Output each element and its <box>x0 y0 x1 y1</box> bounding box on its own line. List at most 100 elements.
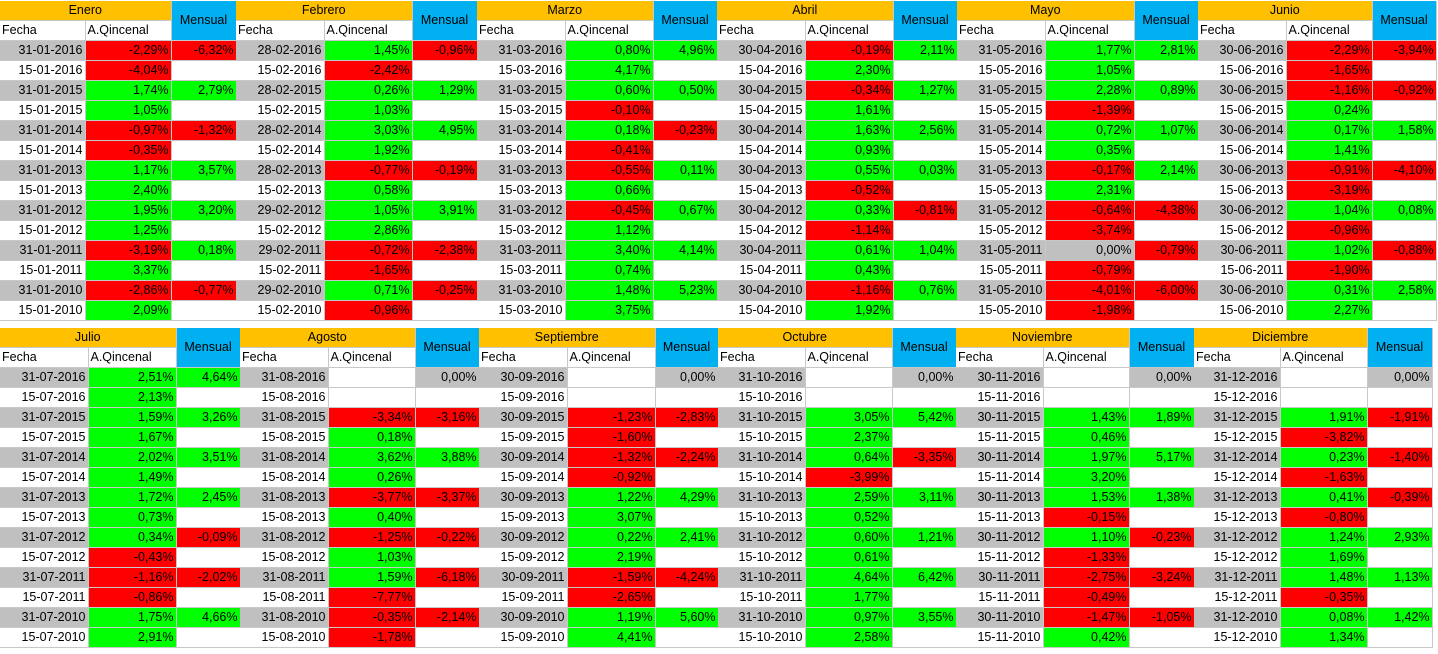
date-cell[interactable]: 30-09-2016 <box>479 367 568 388</box>
qincenal-cell[interactable]: 1,59% <box>328 567 416 588</box>
qincenal-cell[interactable]: 2,40% <box>85 180 172 201</box>
mensual-header[interactable]: Mensual <box>655 328 719 368</box>
date-cell[interactable]: 15-07-2015 <box>0 427 89 448</box>
qincenal-cell[interactable]: 0,60% <box>565 80 654 101</box>
date-cell[interactable]: 15-09-2010 <box>479 627 568 648</box>
qincenal-cell[interactable]: -1,65% <box>1286 60 1373 81</box>
mensual-cell[interactable] <box>176 587 241 608</box>
mensual-cell[interactable] <box>176 547 241 568</box>
qincenal-cell[interactable]: 1,59% <box>88 407 177 428</box>
mensual-cell[interactable] <box>653 100 718 121</box>
date-cell[interactable]: 15-04-2010 <box>717 300 806 321</box>
qincenal-header[interactable]: A.Qincenal <box>1043 347 1130 368</box>
mensual-cell[interactable]: 0,03% <box>893 160 958 181</box>
mensual-cell[interactable] <box>176 467 241 488</box>
mensual-cell[interactable] <box>1134 60 1199 81</box>
mensual-cell[interactable] <box>655 427 719 448</box>
qincenal-cell[interactable]: -0,96% <box>1286 220 1373 241</box>
mensual-cell[interactable] <box>1367 467 1433 488</box>
mensual-cell[interactable]: 1,29% <box>412 80 478 101</box>
fecha-header[interactable]: Fecha <box>956 347 1044 368</box>
mensual-cell[interactable]: -4,10% <box>1372 160 1437 181</box>
qincenal-cell[interactable]: -0,15% <box>1043 507 1130 528</box>
qincenal-cell[interactable]: -2,65% <box>567 587 656 608</box>
mensual-cell[interactable]: -1,05% <box>1129 607 1195 628</box>
qincenal-cell[interactable]: 0,23% <box>1280 447 1368 468</box>
mensual-cell[interactable]: 2,58% <box>1372 280 1437 301</box>
mensual-cell[interactable] <box>892 427 957 448</box>
mensual-cell[interactable] <box>171 300 237 321</box>
fecha-header[interactable]: Fecha <box>1198 20 1287 41</box>
date-cell[interactable]: 15-07-2014 <box>0 467 89 488</box>
qincenal-cell[interactable]: 1,72% <box>88 487 177 508</box>
qincenal-cell[interactable]: -1,60% <box>567 427 656 448</box>
mensual-cell[interactable]: 0,67% <box>653 200 718 221</box>
qincenal-cell[interactable]: -0,97% <box>85 120 172 141</box>
qincenal-cell[interactable]: 0,17% <box>1286 120 1373 141</box>
date-cell[interactable]: 31-03-2010 <box>477 280 566 301</box>
date-cell[interactable]: 15-04-2013 <box>717 180 806 201</box>
mensual-cell[interactable] <box>653 300 718 321</box>
mensual-cell[interactable]: 3,91% <box>412 200 478 221</box>
mensual-cell[interactable] <box>415 587 480 608</box>
mensual-cell[interactable] <box>176 427 241 448</box>
month-header[interactable]: Octubre <box>718 328 893 348</box>
date-cell[interactable]: 31-08-2015 <box>240 407 329 428</box>
date-cell[interactable]: 15-08-2014 <box>240 467 329 488</box>
mensual-cell[interactable] <box>893 100 958 121</box>
mensual-cell[interactable] <box>1372 220 1437 241</box>
qincenal-cell[interactable]: 0,40% <box>328 507 416 528</box>
qincenal-cell[interactable]: 1,17% <box>85 160 172 181</box>
mensual-cell[interactable] <box>171 180 237 201</box>
qincenal-cell[interactable]: 0,26% <box>324 80 413 101</box>
mensual-cell[interactable] <box>412 60 478 81</box>
mensual-cell[interactable]: -0,23% <box>653 120 718 141</box>
date-cell[interactable]: 15-01-2016 <box>0 60 86 81</box>
qincenal-cell[interactable]: 0,42% <box>1043 627 1130 648</box>
mensual-cell[interactable] <box>653 220 718 241</box>
mensual-cell[interactable] <box>655 627 719 648</box>
date-cell[interactable]: 31-03-2014 <box>477 120 566 141</box>
mensual-cell[interactable] <box>1367 587 1433 608</box>
mensual-cell[interactable] <box>176 627 241 648</box>
qincenal-cell[interactable]: -1,33% <box>1043 547 1130 568</box>
date-cell[interactable]: 15-02-2014 <box>236 140 325 161</box>
qincenal-cell[interactable]: 0,18% <box>565 120 654 141</box>
date-cell[interactable]: 30-06-2015 <box>1198 80 1287 101</box>
date-cell[interactable]: 15-02-2013 <box>236 180 325 201</box>
month-header[interactable]: Agosto <box>240 328 416 348</box>
qincenal-cell[interactable]: -2,42% <box>324 60 413 81</box>
mensual-header[interactable]: Mensual <box>412 1 478 41</box>
date-cell[interactable]: 30-11-2011 <box>956 567 1044 588</box>
qincenal-cell[interactable]: 1,10% <box>1043 527 1130 548</box>
date-cell[interactable]: 15-03-2015 <box>477 100 566 121</box>
date-cell[interactable]: 15-02-2012 <box>236 220 325 241</box>
mensual-cell[interactable] <box>171 140 237 161</box>
date-cell[interactable]: 31-05-2012 <box>957 200 1046 221</box>
mensual-header[interactable]: Mensual <box>1134 1 1199 41</box>
mensual-cell[interactable]: -1,91% <box>1367 407 1433 428</box>
qincenal-cell[interactable]: 1,53% <box>1043 487 1130 508</box>
qincenal-cell[interactable]: -0,77% <box>324 160 413 181</box>
qincenal-cell[interactable]: -1,14% <box>805 220 894 241</box>
qincenal-cell[interactable]: 0,24% <box>1286 100 1373 121</box>
mensual-cell[interactable]: 2,11% <box>893 40 958 61</box>
mensual-cell[interactable] <box>1372 180 1437 201</box>
qincenal-cell[interactable]: -0,91% <box>1286 160 1373 181</box>
mensual-cell[interactable]: 4,29% <box>655 487 719 508</box>
date-cell[interactable]: 15-10-2016 <box>718 387 806 408</box>
date-cell[interactable]: 29-02-2010 <box>236 280 325 301</box>
date-cell[interactable]: 15-09-2014 <box>479 467 568 488</box>
date-cell[interactable]: 31-07-2011 <box>0 567 89 588</box>
mensual-cell[interactable]: 0,00% <box>892 367 957 388</box>
date-cell[interactable]: 15-06-2015 <box>1198 100 1287 121</box>
qincenal-cell[interactable]: 1,77% <box>805 587 893 608</box>
qincenal-cell[interactable]: 0,61% <box>805 547 893 568</box>
date-cell[interactable]: 15-11-2011 <box>956 587 1044 608</box>
qincenal-cell[interactable]: 0,31% <box>1286 280 1373 301</box>
date-cell[interactable]: 31-12-2013 <box>1194 487 1281 508</box>
qincenal-cell[interactable]: 0,71% <box>324 280 413 301</box>
mensual-header[interactable]: Mensual <box>1372 1 1437 41</box>
date-cell[interactable]: 15-05-2012 <box>957 220 1046 241</box>
mensual-cell[interactable] <box>1372 260 1437 281</box>
